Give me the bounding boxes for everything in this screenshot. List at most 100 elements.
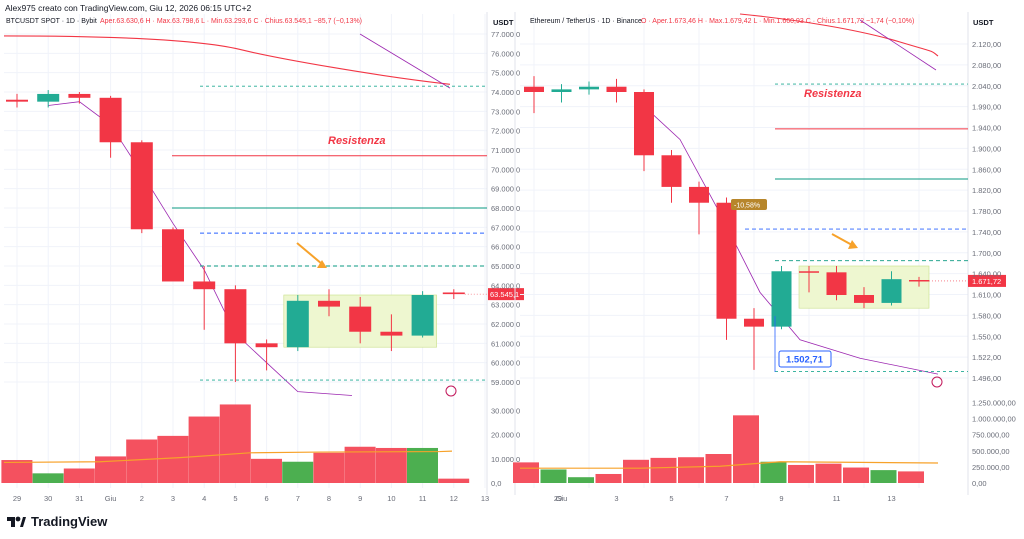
trend-arrow-head [848,240,858,249]
volume-bar [568,477,594,483]
currency-label: USDT [973,18,994,27]
volume-bar [788,464,814,483]
moving-average-long [3,35,451,85]
volume-bar [63,468,95,483]
y-tick-label: 61.000,0 [491,339,520,348]
x-tick-label: 6 [265,494,269,503]
x-tick-label: 8 [327,494,331,503]
creator-line: Alex975 creato con TradingView.com, Giu … [5,3,252,13]
price-tag-text: 1.671,72 [972,277,1001,286]
volume-bar [375,447,407,483]
candle-body [854,295,874,303]
y-tick-label: 1.496,00 [972,374,1001,383]
low-label-box [778,350,832,368]
candle-body [349,306,372,332]
x-tick-label: 7 [724,494,728,503]
y-tick-label: 1.780,00 [972,207,1001,216]
volume-bar [705,454,732,483]
candle-body [689,186,709,203]
candle-body [634,92,654,156]
volume-bar [313,452,345,483]
ohlc-readout: Aper.63.630,6 H · Max.63.798,6 L · Min.6… [100,18,362,25]
moving-average-short [48,101,353,396]
candle-body [579,86,599,90]
moving-average-long [739,13,939,57]
volume-bar [595,473,622,483]
y-tick-label: 74.000,0 [491,88,520,97]
resistance-annotation: Resistenza [804,88,861,100]
moving-average-short-upper [359,33,451,89]
y-tick-label: 76.000,0 [491,49,520,58]
candle-body [909,279,929,282]
volume-bar [898,471,924,483]
x-tick-label: 7 [296,494,300,503]
candle-body [606,86,627,92]
tradingview-logo-icon [7,516,26,527]
y-tick-label: 60.000,0 [491,359,520,368]
y-tick-label: 1.820,00 [972,186,1001,195]
candle-body [99,97,122,143]
trend-arrow [296,242,323,265]
volume-bar [32,473,64,483]
x-tick-label: 13 [887,494,895,503]
volume-bar [251,458,282,483]
y-tick-label: 2.080,00 [972,61,1001,70]
x-tick-label: 13 [481,494,489,503]
candle-body [37,93,60,102]
candle-body [524,86,544,92]
x-tick-label: 2 [140,494,144,503]
y-tick-label: 1.860,00 [972,165,1001,174]
x-tick-label: 10 [387,494,395,503]
y-tick-label: 70.000,0 [491,165,520,174]
volume-bar [650,457,677,483]
volume-bar [513,462,539,483]
volume-bar [678,457,704,483]
candle-body [826,272,847,295]
y-tick-label: 1.522,00 [972,353,1001,362]
x-tick-label: 9 [358,494,362,503]
y-tick-label: 77.000,0 [491,30,520,39]
candle-body [162,229,184,282]
volume-bar [407,447,438,483]
volume-tick-label: 500.000,00 [972,447,1010,456]
candle-body [771,271,792,327]
volume-tick-label: 0,00 [972,479,987,488]
volume-bar [188,416,220,483]
volume-bar [540,469,567,483]
candle-body [68,93,91,98]
volume-bar [126,439,158,483]
x-tick-label: Giu [105,494,117,503]
volume-bar [282,461,314,483]
tradingview-brand[interactable]: TradingView [6,514,107,529]
candle-body [799,271,819,273]
x-tick-label: 30 [44,494,52,503]
candle-body [224,289,247,344]
y-tick-label: 2.120,00 [972,40,1001,49]
candle-body [193,281,216,290]
y-tick-label: 71.000,0 [491,146,520,155]
x-tick-label: 29 [554,494,562,503]
candle-body [661,155,682,187]
y-tick-label: 1.700,00 [972,249,1001,258]
volume-tick-label: 250.000,00 [972,463,1010,472]
x-tick-label: 3 [614,494,618,503]
candle-body [255,343,278,348]
pct-change-label: -10,58% [734,203,760,210]
y-tick-label: 73.000,0 [491,107,520,116]
resistance-annotation: Resistenza [328,135,385,147]
candle-body [744,318,764,327]
candle-body [881,279,902,303]
volume-bar [870,470,897,483]
ohlc-readout: O · Aper.1.673,46 H · Max.1.679,42 L · M… [641,18,914,25]
volume-moving-average [3,450,453,464]
volume-moving-average [520,461,939,469]
volume-tick-label: 1.250.000,00 [972,398,1016,407]
volume-tick-label: 10.000,0 [491,455,520,464]
x-tick-label: 3 [171,494,175,503]
y-tick-label: 1.610,00 [972,291,1001,300]
volume-tick-label: 30.000,0 [491,407,520,416]
x-tick-label: 4 [202,494,206,503]
y-tick-label: 69.000,0 [491,185,520,194]
y-tick-label: 1.640,00 [972,270,1001,279]
